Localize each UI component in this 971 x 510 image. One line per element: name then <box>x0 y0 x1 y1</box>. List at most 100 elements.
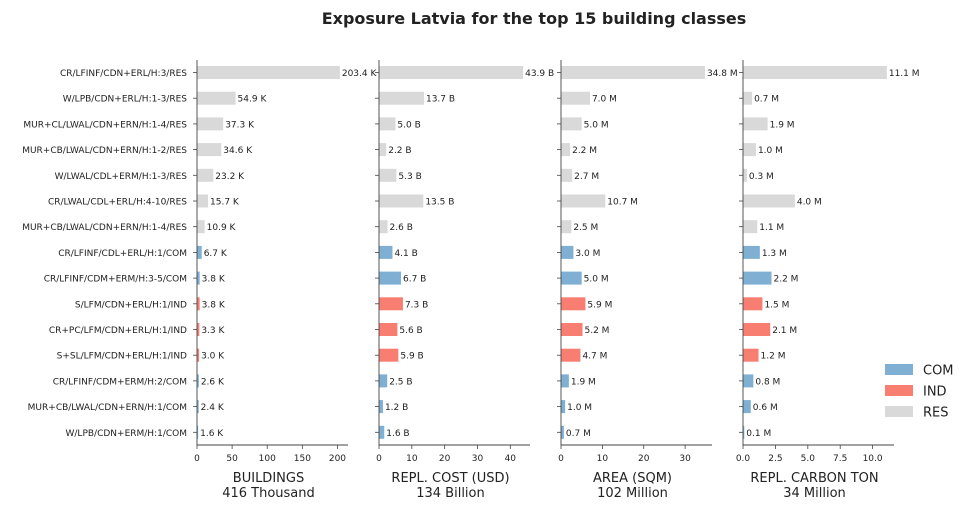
x-tick-label: 40 <box>505 454 517 464</box>
category-label: MUR+CB/LWAL/CDN+ERN/H:1-4/RES <box>22 223 187 233</box>
bar-res <box>743 66 887 79</box>
data-label: 1.9 M <box>571 377 596 387</box>
legend-label-res: RES <box>923 406 949 421</box>
bar-res <box>561 66 705 79</box>
x-tick-label: 20 <box>439 454 451 464</box>
bar-com <box>743 271 772 285</box>
data-label: 0.3 M <box>749 172 774 182</box>
bar-com <box>197 271 200 285</box>
bar-ind <box>197 323 200 336</box>
x-axis-total: 34 Million <box>783 486 846 501</box>
data-label: 2.7 M <box>574 172 599 182</box>
data-label: 23.2 K <box>215 172 245 182</box>
bar-res <box>743 220 758 234</box>
bar-res <box>379 91 424 105</box>
bar-res <box>197 117 224 131</box>
x-tick-label: 50 <box>226 454 238 464</box>
legend-label-com: COM <box>923 364 954 379</box>
legend-swatch-res <box>885 406 913 417</box>
bar-com <box>561 400 566 414</box>
data-label: 1.2 M <box>761 352 786 362</box>
bar-com <box>561 374 569 388</box>
bar-com <box>197 425 199 439</box>
category-label: CR/LWAL/CDL+ERL/H:4-10/RES <box>48 198 187 208</box>
x-tick-label: 0.0 <box>736 454 751 464</box>
bar-com <box>743 374 754 388</box>
bar-com <box>379 245 393 259</box>
data-label: 37.3 K <box>225 120 255 130</box>
x-axis-label: REPL. CARBON TON <box>750 471 878 486</box>
bar-res <box>743 91 753 105</box>
bar-res <box>197 143 222 157</box>
bar-com <box>197 374 199 388</box>
x-tick-label: 20 <box>638 454 650 464</box>
x-tick-label: 7.5 <box>833 454 847 464</box>
bar-ind <box>561 297 586 311</box>
x-tick-label: 30 <box>472 454 484 464</box>
category-label: S+SL/LFM/CDN+ERL/H:1/IND <box>57 352 187 362</box>
data-label: 3.8 K <box>202 300 226 310</box>
data-label: 5.2 M <box>585 326 610 336</box>
bar-res <box>197 91 236 105</box>
data-label: 34.6 K <box>223 146 253 156</box>
bar-com <box>379 271 401 285</box>
bar-com <box>379 400 383 414</box>
bar-com <box>197 245 202 259</box>
bar-ind <box>197 297 200 311</box>
data-label: 1.0 M <box>567 403 592 413</box>
legend-swatch-com <box>885 364 913 375</box>
data-label: 1.0 M <box>758 146 783 156</box>
data-label: 2.6 B <box>390 223 413 233</box>
bar-res <box>379 194 424 208</box>
x-tick-label: 150 <box>294 454 311 464</box>
data-label: 5.3 B <box>398 172 421 182</box>
data-label: 1.1 M <box>759 223 784 233</box>
legend-label-ind: IND <box>923 385 947 400</box>
data-label: 10.9 K <box>207 223 237 233</box>
data-label: 2.4 K <box>201 403 225 413</box>
chart-title: Exposure Latvia for the top 15 building … <box>322 9 747 28</box>
data-label: 5.6 B <box>399 326 422 336</box>
bar-res <box>379 117 396 131</box>
x-tick-label: 0 <box>376 454 382 464</box>
bar-com <box>561 425 564 439</box>
bar-ind <box>379 297 403 311</box>
category-label: MUR+CB/LWAL/CDN+ERN/H:1-2/RES <box>22 146 187 156</box>
data-label: 0.1 M <box>746 429 771 439</box>
x-tick-label: 100 <box>259 454 276 464</box>
data-label: 15.7 K <box>210 198 240 208</box>
data-label: 7.3 B <box>405 300 428 310</box>
data-label: 0.8 M <box>755 377 780 387</box>
bar-res <box>379 66 524 79</box>
bar-com <box>743 425 745 439</box>
data-label: 4.7 M <box>582 352 607 362</box>
category-label: CR/LFINF/CDM+ERM/H:3-5/COM <box>44 275 187 285</box>
data-label: 13.7 B <box>426 95 455 105</box>
data-label: 0.6 M <box>753 403 778 413</box>
bar-res <box>743 143 756 157</box>
bar-res <box>743 168 747 182</box>
data-label: 1.5 M <box>764 300 789 310</box>
data-label: 2.2 M <box>572 146 597 156</box>
data-label: 5.0 M <box>584 275 609 285</box>
bar-res <box>197 66 340 79</box>
bar-res <box>561 117 582 131</box>
category-label: CR/LFINF/CDN+ERL/H:3/RES <box>60 69 187 79</box>
data-label: 0.7 M <box>566 429 591 439</box>
data-label: 203.4 K <box>342 69 378 79</box>
x-axis-label: REPL. COST (USD) <box>391 471 509 486</box>
bar-com <box>197 400 199 414</box>
data-label: 3.0 K <box>201 352 225 362</box>
data-label: 7.0 M <box>592 95 617 105</box>
data-label: 3.3 K <box>201 326 225 336</box>
bar-res <box>379 168 397 182</box>
x-axis-label: AREA (SQM) <box>593 471 672 486</box>
bar-res <box>197 220 205 234</box>
data-label: 3.0 M <box>575 249 600 259</box>
x-axis-total: 134 Billion <box>416 486 485 501</box>
bar-com <box>561 245 574 259</box>
data-label: 54.9 K <box>238 95 268 105</box>
data-label: 5.0 M <box>584 120 609 130</box>
data-label: 6.7 K <box>204 249 228 259</box>
x-axis-total: 102 Million <box>597 486 668 501</box>
